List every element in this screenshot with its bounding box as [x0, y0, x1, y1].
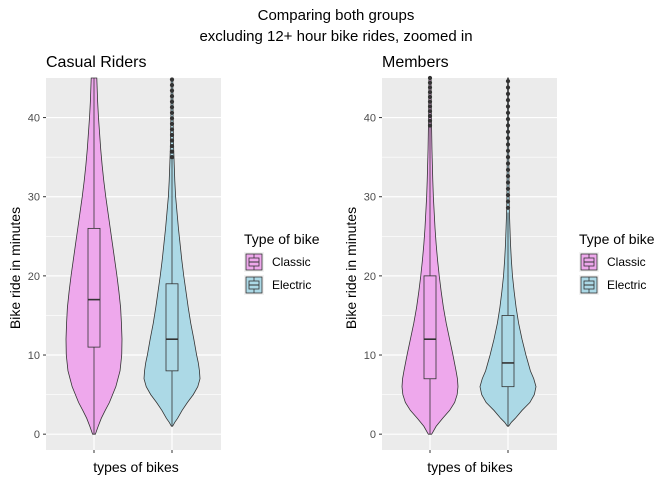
outlier-point-electric — [505, 155, 511, 160]
outlier-point-electric — [169, 94, 175, 99]
outlier-point-electric — [505, 91, 511, 96]
outlier-point-electric — [505, 104, 511, 109]
box-electric — [501, 315, 515, 388]
x-axis-title-members: types of bikes — [427, 459, 513, 475]
outlier-point-electric — [505, 129, 511, 134]
outlier-point-electric — [505, 180, 511, 185]
outlier-point-classic — [427, 80, 433, 85]
legend-label-electric: Electric — [272, 278, 311, 292]
x-axis-title-casual: types of bikes — [93, 459, 179, 475]
outlier-point-electric — [169, 155, 175, 160]
figure-title-line1: Comparing both groups — [258, 7, 415, 24]
outlier-point-classic — [427, 99, 433, 104]
outlier-point-electric — [505, 117, 511, 122]
outlier-point-classic — [427, 94, 433, 100]
panel-background — [46, 78, 221, 450]
y-tick-label: 20 — [364, 271, 376, 283]
outlier-point-electric — [505, 98, 511, 103]
outlier-point-classic — [427, 75, 433, 81]
box-classic — [423, 275, 437, 380]
outlier-point-classic — [427, 85, 433, 90]
legend-label-electric: Electric — [607, 278, 646, 292]
y-axis-title-members: Bike ride in minutes — [343, 207, 359, 329]
outlier-point-electric — [169, 110, 175, 115]
y-axis-title-casual: Bike ride in minutes — [7, 207, 23, 329]
outlier-point-electric — [505, 110, 511, 115]
outlier-point-electric — [169, 88, 175, 93]
outlier-point-electric — [505, 186, 511, 191]
y-tick-label: 30 — [28, 192, 40, 204]
outlier-point-electric — [169, 105, 175, 110]
outlier-point-electric — [505, 123, 511, 128]
outlier-point-electric — [169, 132, 175, 138]
y-tick-label: 0 — [34, 429, 40, 441]
y-tick-label: 40 — [28, 113, 40, 125]
outlier-point-electric — [505, 193, 511, 198]
y-tick-label: 30 — [364, 192, 376, 204]
outlier-point-electric — [505, 167, 511, 172]
box-electric — [165, 283, 179, 372]
outlier-point-electric — [505, 142, 511, 147]
outlier-point-electric — [505, 148, 511, 153]
legend-title-members: Type of bike — [579, 231, 655, 247]
box-classic — [87, 227, 101, 348]
outlier-point-electric — [169, 143, 175, 149]
plot-panel-members: 0 10 20 30 40 — [364, 75, 557, 453]
y-tick-label: 0 — [370, 429, 376, 441]
plot-panel-casual: 0 10 20 30 40 — [28, 77, 221, 453]
outlier-point-electric — [505, 79, 511, 84]
outlier-point-electric — [505, 161, 511, 166]
outlier-point-electric — [505, 199, 511, 204]
outlier-point-electric — [169, 83, 175, 88]
legend-title-casual: Type of bike — [244, 231, 320, 247]
y-tick-label: 20 — [28, 271, 40, 283]
legend-members: Type of bike Classic Electric — [579, 231, 655, 295]
outlier-point-electric — [505, 136, 511, 141]
y-tick-label: 40 — [364, 113, 376, 125]
outlier-point-electric — [169, 99, 175, 104]
y-tick-label: 10 — [364, 350, 376, 362]
outlier-point-electric — [169, 149, 175, 154]
outlier-point-electric — [169, 121, 175, 127]
outlier-point-electric — [169, 116, 175, 121]
outlier-point-electric — [169, 138, 175, 143]
outlier-point-classic — [427, 118, 433, 123]
figure-title-line2: excluding 12+ hour bike rides, zoomed in — [199, 28, 472, 45]
outlier-point-electric — [505, 85, 511, 90]
outlier-point-classic — [427, 90, 433, 95]
outlier-point-electric — [505, 174, 511, 179]
outlier-point-electric — [169, 77, 175, 82]
legend-casual: Type of bike Classic Electric — [244, 231, 320, 295]
panel-title-casual: Casual Riders — [46, 54, 146, 71]
outlier-point-electric — [169, 127, 175, 132]
outlier-point-classic — [427, 123, 433, 128]
outlier-point-classic — [427, 109, 433, 114]
outlier-point-classic — [427, 104, 433, 109]
legend-label-classic: Classic — [272, 255, 311, 269]
outlier-point-electric — [505, 205, 511, 210]
y-tick-label: 10 — [28, 350, 40, 362]
panel-title-members: Members — [382, 54, 449, 71]
legend-label-classic: Classic — [607, 255, 646, 269]
outlier-point-classic — [427, 113, 433, 119]
